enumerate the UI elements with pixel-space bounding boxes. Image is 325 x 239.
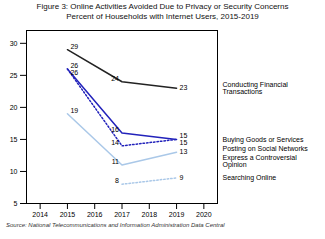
svg-text:23: 23 bbox=[180, 84, 188, 91]
svg-text:30: 30 bbox=[10, 40, 18, 47]
svg-text:2016: 2016 bbox=[87, 211, 103, 218]
svg-text:Posting on Social Networks: Posting on Social Networks bbox=[223, 145, 309, 153]
svg-text:15: 15 bbox=[180, 132, 188, 139]
svg-text:25: 25 bbox=[10, 72, 18, 79]
html-text:Figure 3: Online Activities Av: Figure 3: Online Activities Avoided Due … bbox=[36, 2, 289, 11]
html-text:Source: National Telecommunica: Source: National Telecommunications and … bbox=[6, 222, 225, 228]
svg-text:13: 13 bbox=[180, 148, 188, 155]
svg-text:2015: 2015 bbox=[60, 211, 76, 218]
svg-text:2017: 2017 bbox=[114, 211, 130, 218]
svg-text:2019: 2019 bbox=[169, 211, 185, 218]
svg-text:Buying Goods or Services: Buying Goods or Services bbox=[223, 136, 304, 144]
svg-text:26: 26 bbox=[70, 69, 78, 76]
svg-text:20: 20 bbox=[10, 104, 18, 111]
svg-text:8: 8 bbox=[115, 177, 119, 184]
svg-text:11: 11 bbox=[112, 158, 119, 165]
svg-text:2014: 2014 bbox=[32, 211, 48, 218]
svg-text:Searching Online: Searching Online bbox=[223, 174, 277, 182]
html-text:Percent of Households with Int: Percent of Households with Internet User… bbox=[66, 12, 259, 21]
svg-text:2020: 2020 bbox=[196, 211, 212, 218]
svg-text:26: 26 bbox=[70, 62, 78, 69]
svg-text:15: 15 bbox=[180, 139, 188, 146]
svg-text:9: 9 bbox=[180, 174, 184, 181]
svg-text:2018: 2018 bbox=[141, 211, 157, 218]
svg-text:16: 16 bbox=[111, 126, 119, 133]
svg-text:Conducting FinancialTransactio: Conducting FinancialTransactions bbox=[223, 81, 289, 96]
svg-text:15: 15 bbox=[10, 136, 18, 143]
svg-text:10: 10 bbox=[10, 168, 18, 175]
svg-text:24: 24 bbox=[111, 75, 119, 82]
svg-text:19: 19 bbox=[70, 107, 78, 114]
svg-text:Express a ControversialOpinion: Express a ControversialOpinion bbox=[223, 154, 298, 170]
svg-text:5: 5 bbox=[14, 200, 18, 207]
svg-text:14: 14 bbox=[111, 139, 119, 146]
svg-text:29: 29 bbox=[70, 43, 78, 50]
